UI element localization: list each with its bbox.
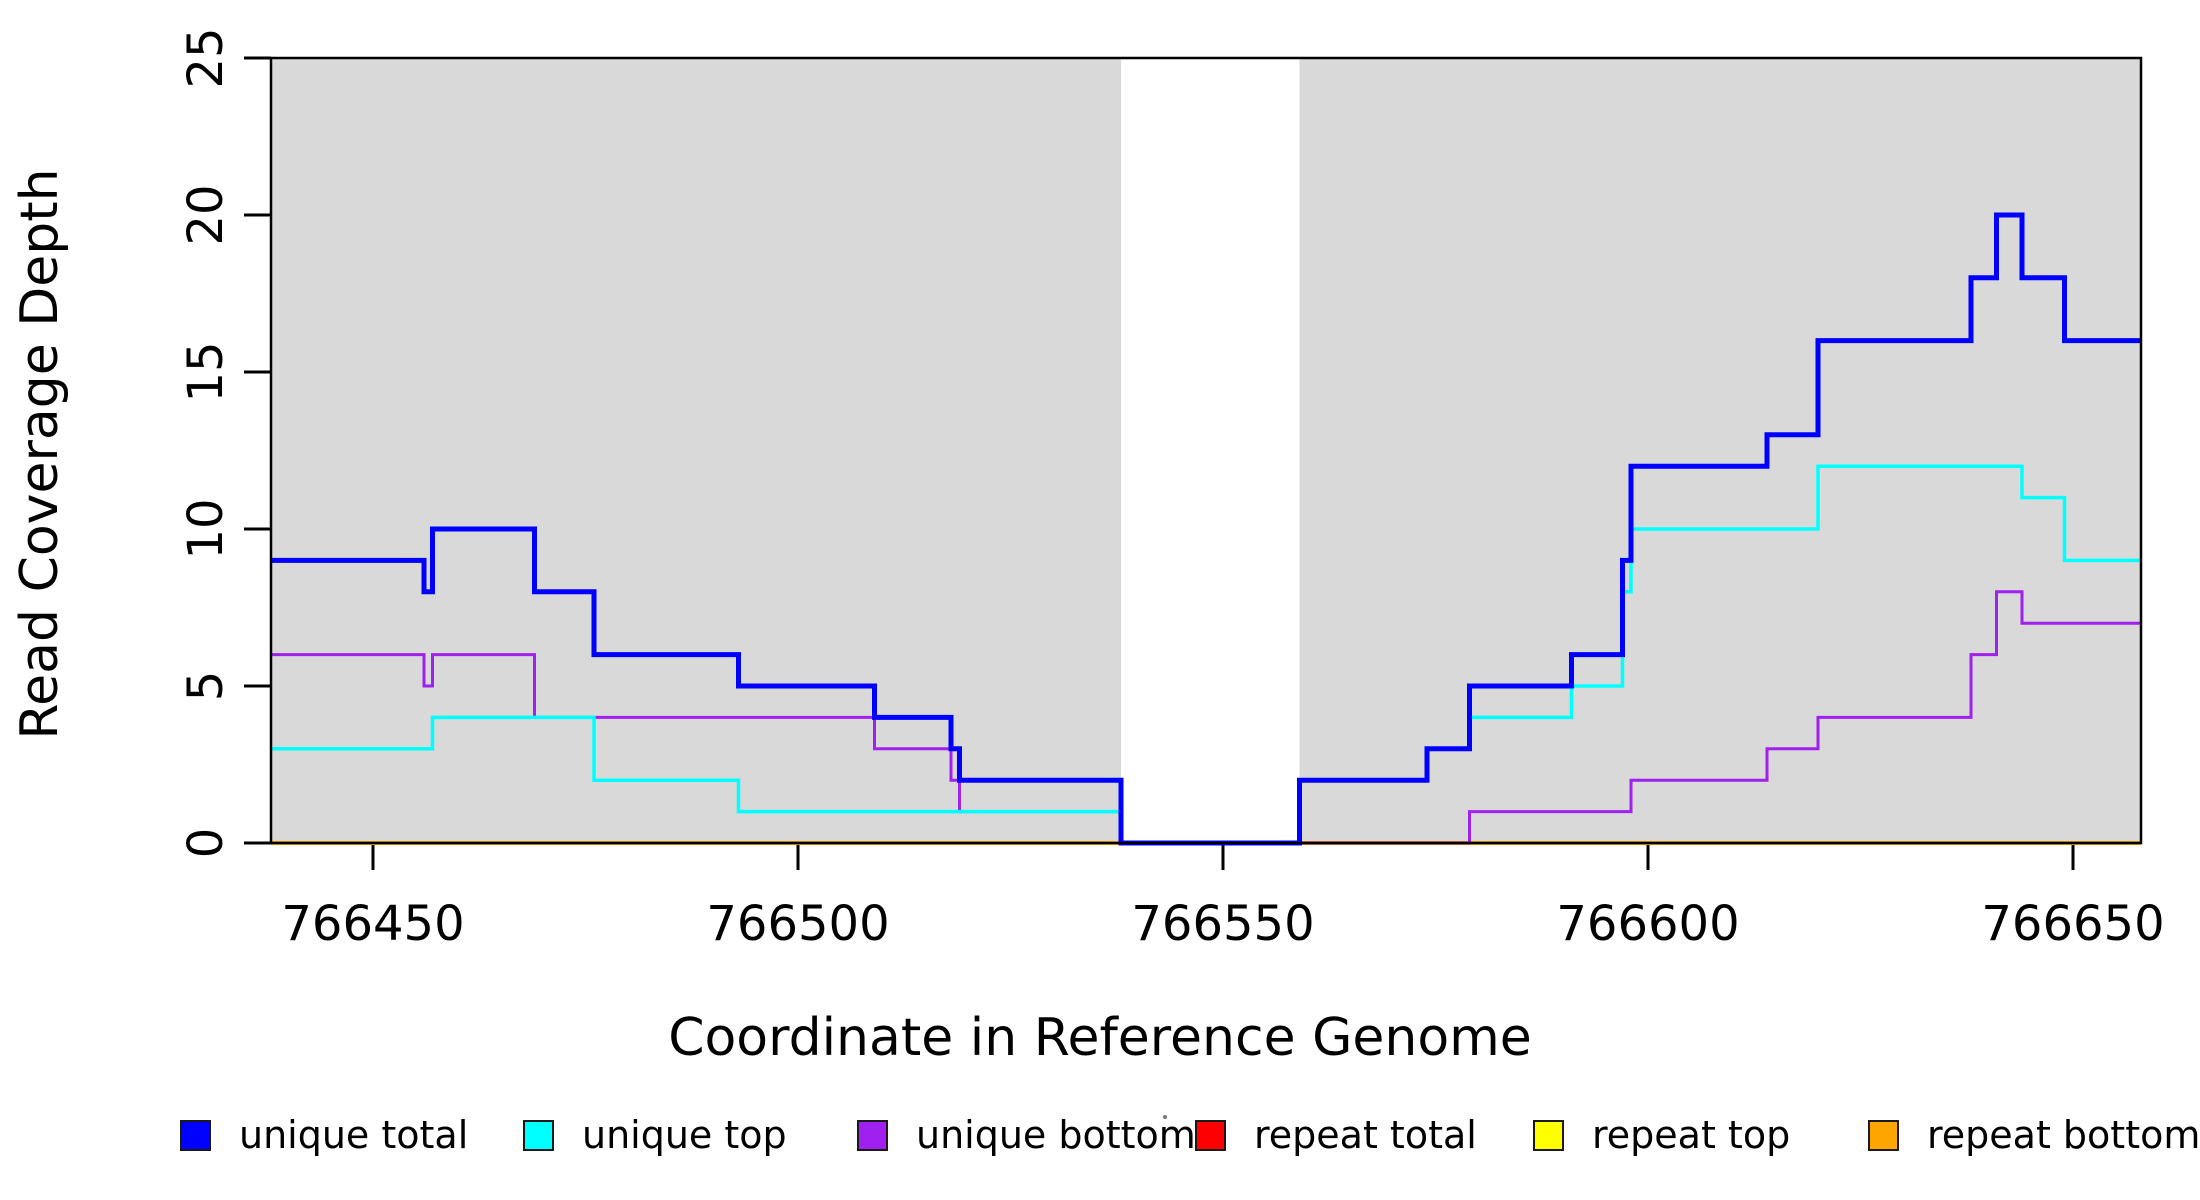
unique-top-swatch: [523, 1119, 554, 1151]
legend-label: unique total: [239, 1113, 469, 1157]
y-tick-label: 20: [178, 184, 234, 245]
legend-item-unique-total: unique total: [180, 1110, 468, 1160]
repeat-bottom-swatch: [1868, 1119, 1899, 1151]
plot-box: [269, 56, 2143, 845]
unique-total-swatch: [180, 1119, 211, 1151]
x-axis-title: Coordinate in Reference Genome: [668, 1008, 1532, 1068]
y-tick-label: 5: [178, 671, 234, 702]
series-unique-total: [271, 212, 2141, 846]
legend-item-repeat-top: repeat top: [1533, 1110, 1790, 1160]
legend-item-unique-top: unique top: [523, 1110, 787, 1160]
y-tick-label: 10: [178, 498, 234, 559]
repeat-top-swatch: [1533, 1119, 1564, 1151]
y-axis-title: Read Coverage Depth: [10, 168, 70, 740]
shaded-region: [1299, 58, 2141, 843]
unique-bottom-swatch: [857, 1119, 888, 1151]
y-tick-label: 25: [178, 27, 234, 88]
legend-label: repeat bottom: [1927, 1113, 2200, 1157]
stray-mark: [1163, 1115, 1167, 1119]
legend-label: repeat total: [1254, 1113, 1477, 1157]
x-tick-label: 766450: [281, 896, 464, 952]
legend-item-repeat-bottom: repeat bottom: [1868, 1110, 2200, 1160]
x-tick-label: 766500: [706, 896, 889, 952]
legend-label: unique top: [582, 1113, 787, 1157]
legend-item-unique-bottom: unique bottom: [857, 1110, 1196, 1160]
repeat-total-swatch: [1195, 1119, 1226, 1151]
shaded-region: [271, 58, 1121, 843]
legend-label: repeat top: [1592, 1113, 1791, 1157]
y-tick-label: 15: [178, 341, 234, 402]
legend-label: unique bottom: [916, 1113, 1196, 1157]
x-tick-label: 766650: [1981, 896, 2164, 952]
x-tick-label: 766600: [1556, 896, 1739, 952]
y-tick-label: 0: [178, 828, 234, 859]
x-tick-label: 766550: [1131, 896, 1314, 952]
legend-item-repeat-total: repeat total: [1195, 1110, 1477, 1160]
